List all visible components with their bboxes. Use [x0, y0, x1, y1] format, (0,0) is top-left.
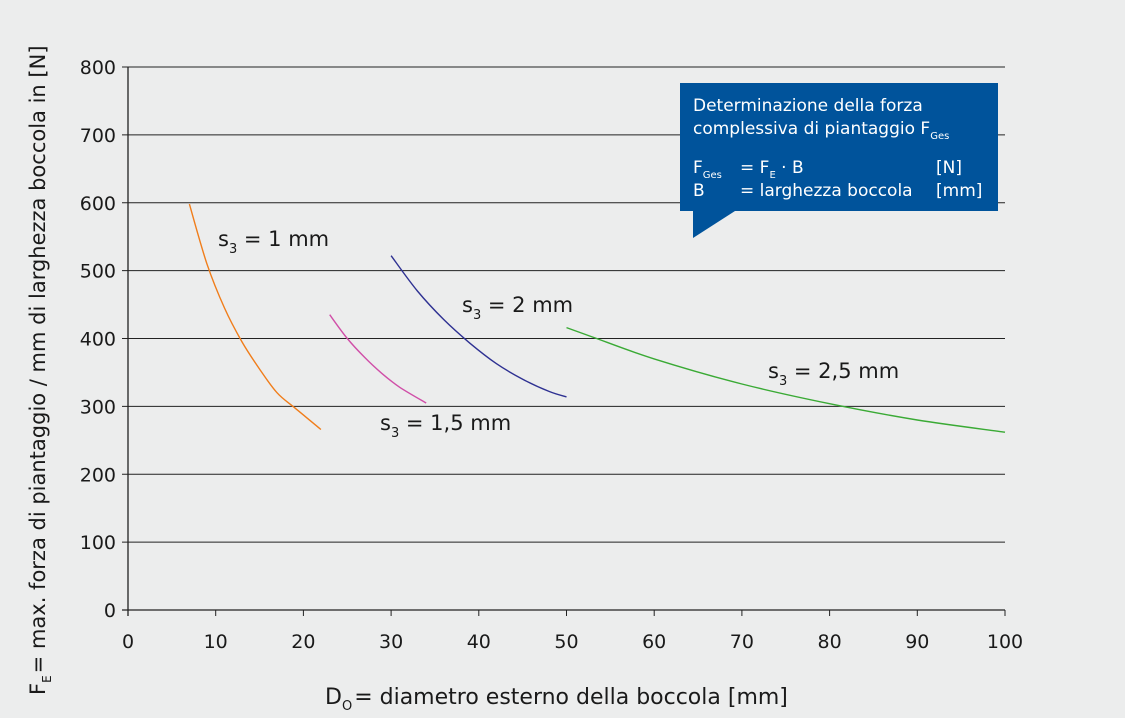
series-line-0: [188, 203, 322, 431]
axes: [122, 66, 1006, 616]
x-tick-label: 50: [554, 631, 578, 653]
info-box-title-line-1: Determinazione della forza: [693, 96, 923, 116]
y-tick-label: 800: [80, 57, 116, 79]
x-tick-label: 10: [204, 631, 228, 653]
series-curves: [188, 203, 1006, 433]
x-tick-label: 40: [467, 631, 491, 653]
info-box-background: [680, 83, 998, 238]
info-box-row-2: B = larghezza boccola [mm]: [693, 181, 982, 201]
y-tick-label: 300: [80, 396, 116, 418]
series-label-0: s3 = 1 mm: [218, 227, 329, 257]
x-tick-label: 60: [642, 631, 666, 653]
x-tick-label: 0: [122, 631, 134, 653]
series-label-1: s3 = 1,5 mm: [380, 411, 511, 441]
y-tick-label: 200: [80, 464, 116, 486]
x-tick-label: 80: [818, 631, 842, 653]
series-labels: s3 = 1 mm s3 = 1,5 mm s3 = 2 mm s3 = 2,5 mm: [218, 227, 899, 441]
gridlines: [128, 66, 1005, 543]
series-line-1: [329, 314, 427, 404]
x-tick-labels: 0 10 20 30 40 50 60 70 80 90 100: [122, 631, 1023, 653]
y-tick-label: 400: [80, 329, 116, 351]
x-tick-label: 30: [379, 631, 403, 653]
x-tick-label: 90: [905, 631, 929, 653]
series-line-3: [566, 326, 1006, 433]
x-axis-title: DO= diametro esterno della boccola [mm]: [325, 685, 788, 714]
x-tick-label: 100: [987, 631, 1023, 653]
x-tick-label: 70: [730, 631, 754, 653]
y-tick-label: 100: [80, 532, 116, 554]
series-label-3: s3 = 2,5 mm: [768, 359, 899, 389]
y-tick-label: 500: [80, 261, 116, 283]
info-box-row-1: FGes = FE · B [N]: [693, 158, 962, 183]
info-box: Determinazione della forza complessiva d…: [680, 83, 998, 238]
y-tick-label: 600: [80, 193, 116, 215]
info-box-title-line-2: complessiva di piantaggio FGes: [693, 119, 949, 142]
series-label-2: s3 = 2 mm: [462, 293, 573, 323]
x-tick-label: 20: [291, 631, 315, 653]
y-tick-label: 700: [80, 125, 116, 147]
y-axis-title: FE= max. forza di piantaggio / mm di lar…: [26, 45, 54, 695]
series-line-2: [390, 255, 567, 398]
y-tick-label: 0: [104, 600, 116, 622]
y-tick-labels: 0 100 200 300 400 500 600 700 800: [80, 57, 116, 622]
